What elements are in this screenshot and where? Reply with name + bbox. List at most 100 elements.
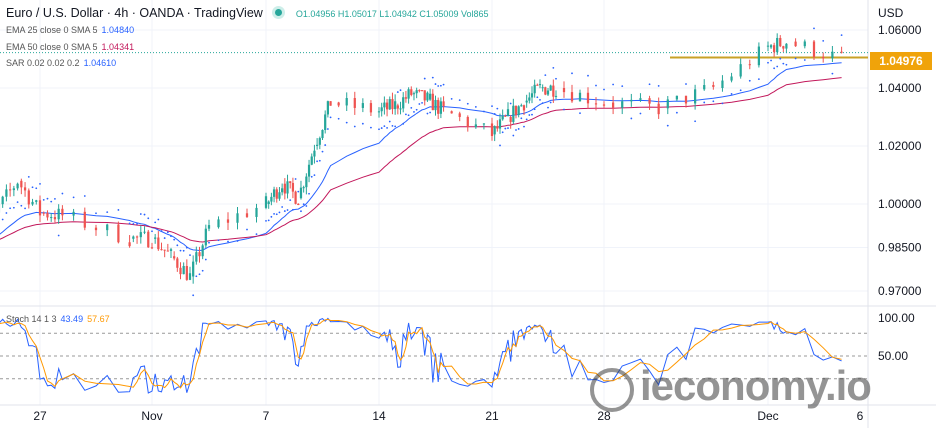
- candle-body: [345, 98, 348, 106]
- sar-dot: [173, 238, 176, 241]
- candle-body: [297, 203, 300, 206]
- candle-body: [169, 249, 173, 251]
- sar-dot: [326, 128, 329, 130]
- sar-dot: [520, 117, 523, 120]
- candle-body: [431, 93, 434, 111]
- candle-body: [188, 273, 192, 280]
- candle-body: [544, 87, 547, 95]
- candle-body: [773, 45, 776, 53]
- candle-body: [530, 93, 534, 98]
- sar-dot: [523, 125, 525, 128]
- candle-body: [353, 98, 356, 108]
- candle-body: [410, 89, 413, 95]
- candle-body: [450, 111, 453, 114]
- candle-body: [721, 80, 724, 88]
- candle-body: [294, 191, 297, 204]
- candle-body: [748, 64, 751, 66]
- candle-body: [195, 252, 198, 262]
- candle-body: [106, 224, 109, 231]
- candle-body: [831, 51, 834, 59]
- candle-body: [192, 261, 195, 277]
- candle-body: [132, 236, 135, 239]
- candle-body: [128, 242, 131, 247]
- sar-dot: [185, 246, 188, 249]
- candle-body: [307, 164, 311, 177]
- sar-dot: [310, 175, 313, 178]
- sar-dot: [353, 125, 356, 128]
- time-tick-label: 7: [263, 409, 270, 423]
- candle-body: [570, 92, 574, 102]
- sar-dot: [547, 106, 549, 109]
- sar-dot: [504, 127, 507, 130]
- candle-body: [53, 217, 57, 220]
- sar-dot: [415, 108, 418, 111]
- sar-dot: [694, 120, 697, 123]
- candle-body: [404, 97, 408, 99]
- candle-body: [402, 97, 405, 109]
- sar-dot: [198, 273, 201, 276]
- candle-body: [255, 207, 258, 217]
- price-tick-label: 0.97000: [878, 284, 922, 298]
- sar-dot: [536, 96, 539, 99]
- sar-dot: [418, 103, 421, 105]
- candle-body: [552, 85, 555, 97]
- sar-dot: [246, 228, 248, 231]
- ema50-line: [0, 77, 842, 243]
- sar-dot: [151, 230, 153, 233]
- candle-body: [442, 101, 445, 107]
- candle-body: [415, 90, 418, 94]
- candle-body: [1, 196, 4, 205]
- sar-dot: [20, 204, 23, 207]
- sar-dot: [136, 222, 138, 225]
- sar-dot: [493, 112, 496, 115]
- sar-dot: [555, 77, 557, 80]
- sar-dot: [5, 212, 8, 214]
- sar-dot: [189, 254, 191, 257]
- sar-dot: [439, 84, 442, 87]
- ema50-legend[interactable]: EMA 50 close 0 SMA 5 1.04341: [6, 42, 135, 52]
- sar-dot: [337, 117, 340, 120]
- sar-dot: [770, 59, 772, 62]
- candle-body: [536, 84, 539, 86]
- sar-dot: [157, 218, 160, 221]
- sar-legend[interactable]: SAR 0.02 0.02 0.2 1.04610: [6, 58, 117, 68]
- sar-dot: [639, 112, 642, 115]
- sar-dot: [525, 118, 528, 121]
- stoch-tick-label: 50.00: [878, 349, 908, 363]
- candle-body: [779, 37, 782, 47]
- sar-dot: [657, 85, 660, 87]
- currency-label[interactable]: USD: [878, 6, 904, 20]
- candle-body: [630, 99, 633, 102]
- sar-dot: [402, 123, 405, 125]
- candle-body: [554, 95, 558, 97]
- sar-dot: [450, 97, 453, 100]
- candle-body: [35, 200, 38, 202]
- candle-body: [326, 101, 330, 115]
- sar-dot: [16, 201, 19, 203]
- candle-body: [498, 119, 502, 129]
- sar-dot: [324, 144, 327, 146]
- sar-dot: [83, 195, 86, 197]
- sar-dot: [297, 190, 300, 193]
- price-tick-label: 1.04000: [878, 81, 922, 95]
- sar-dot: [201, 269, 204, 272]
- candle-body: [163, 249, 166, 251]
- candle-body: [310, 156, 313, 165]
- sar-dot: [386, 127, 388, 129]
- time-tick-label: 14: [372, 409, 386, 423]
- candle-body: [201, 245, 204, 257]
- candle-body: [72, 211, 75, 216]
- candle-body: [160, 249, 163, 251]
- candle-body: [166, 250, 169, 252]
- sar-dot: [265, 219, 267, 222]
- sar-dot: [748, 79, 751, 82]
- ema25-legend[interactable]: EMA 25 close 0 SMA 5 1.04840: [6, 25, 135, 35]
- sar-dot: [316, 160, 319, 163]
- candle-body: [512, 105, 515, 122]
- candle-body: [504, 115, 507, 117]
- sar-dot: [154, 221, 157, 224]
- candle-body: [185, 266, 188, 280]
- candle-body: [437, 99, 440, 114]
- stoch-legend[interactable]: Stoch 14 1 3 43.49 57.67: [6, 314, 110, 324]
